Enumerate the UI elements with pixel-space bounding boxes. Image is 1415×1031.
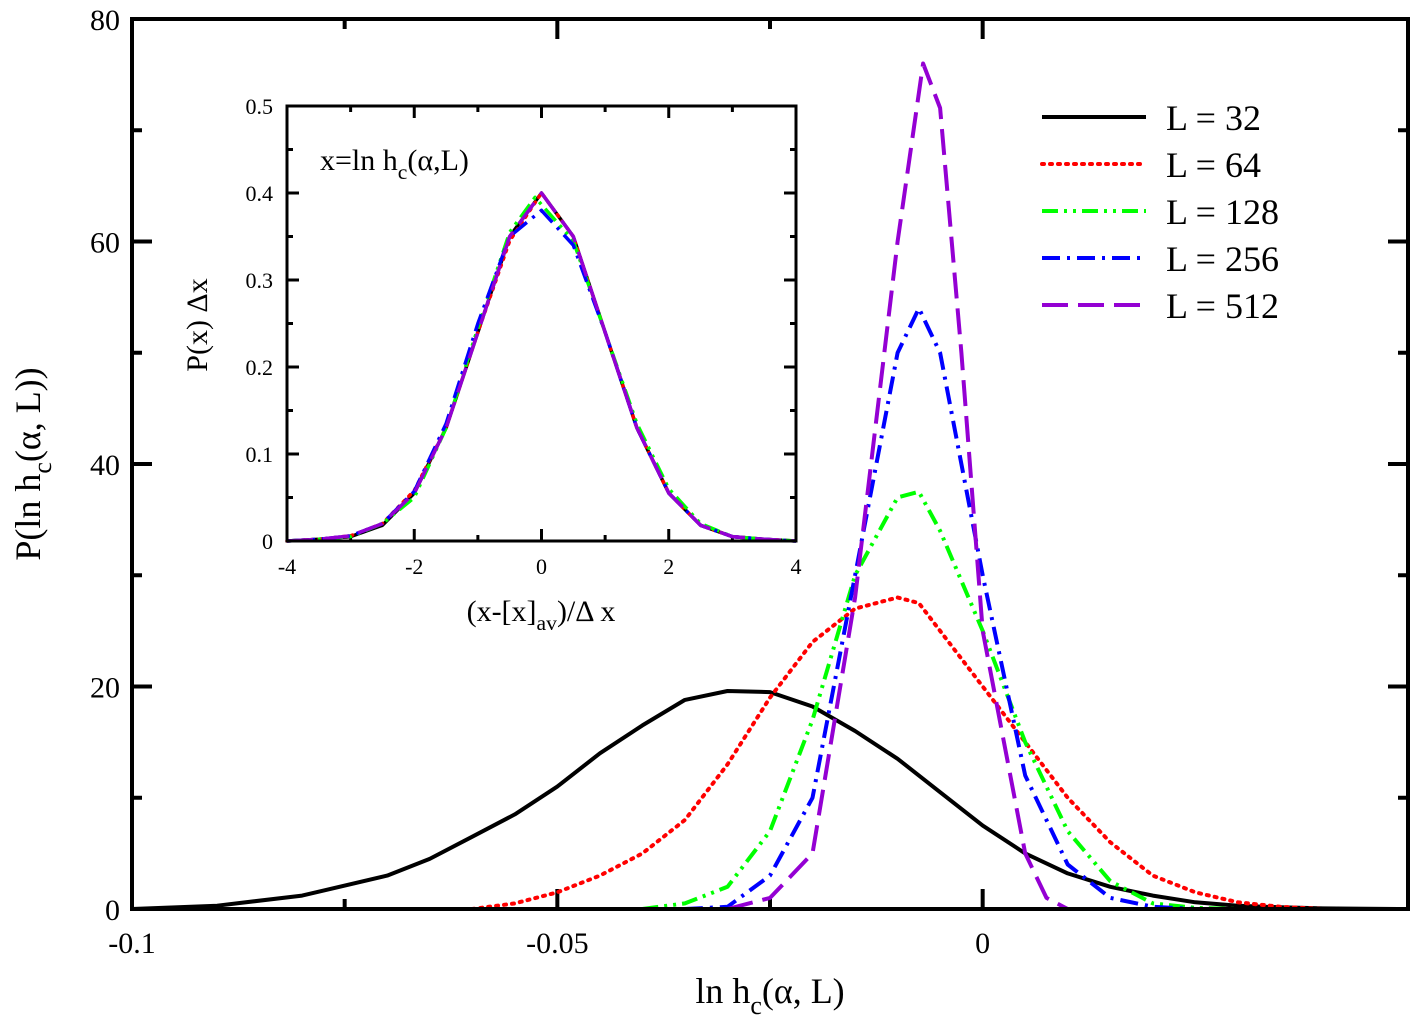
main-x-tick-label: 0 (975, 927, 990, 960)
inset-y-tick-label: 0.5 (246, 94, 274, 119)
legend-label-1: L = 64 (1166, 145, 1261, 185)
legend-label-0: L = 32 (1166, 98, 1261, 138)
inset-x-tick-label: 4 (791, 554, 802, 579)
legend: L = 32 L = 64 L = 128 L = 256 L = 512 (1040, 98, 1279, 326)
inset-frame (285, 104, 798, 543)
main-frame (130, 17, 1410, 911)
inset-y-axis-title: P(x) Δx (181, 278, 214, 371)
main-y-tick-label: 60 (90, 227, 120, 260)
inset-y-tick-label: 0.1 (246, 442, 274, 467)
inset-y-tick-label: 0.3 (246, 268, 274, 293)
main-y-tick-label: 20 (90, 672, 120, 705)
inset-series-line-4 (286, 191, 797, 543)
main-y-axis-title: P(ln hc(α, L)) (8, 367, 57, 560)
main-series-line-2 (642, 489, 1238, 911)
inset-y-tick-label: 0.2 (246, 355, 274, 380)
main-y-tick-label: 40 (90, 449, 120, 482)
inset-x-tick-label: 2 (663, 554, 674, 579)
legend-label-4: L = 512 (1166, 286, 1279, 326)
legend-label-3: L = 256 (1166, 239, 1279, 279)
main-x-tick-label: -0.05 (526, 927, 589, 960)
main-series-line-4 (726, 61, 1069, 911)
inset-x-tick-label: -2 (405, 554, 423, 579)
inset-x-tick-label: -4 (278, 554, 296, 579)
inset-x-tick-label: 0 (536, 554, 547, 579)
inset-x-axis-title: (x-[x]av)/Δ x (467, 595, 616, 635)
inset-background (287, 106, 796, 541)
inset-y-tick-label: 0.4 (246, 181, 274, 206)
main-series-line-0 (131, 689, 1409, 911)
inset-y-tick-label: 0 (262, 529, 273, 554)
main-series-line-3 (684, 306, 1196, 911)
legend-label-2: L = 128 (1166, 192, 1279, 232)
inset-plot: -4 -2 0 2 4 0 0.1 0.2 0.3 0.4 0.5 (x-[x]av)/Δ x P(x)… (181, 94, 802, 635)
main-x-axis-title: ln hc(α, L) (695, 971, 844, 1020)
main-y-tick-label: 0 (105, 894, 120, 927)
main-y-tick-label: 80 (90, 4, 120, 37)
main-series-line-1 (470, 595, 1325, 911)
inset-annotation: x=ln hc(α,L) (320, 144, 469, 184)
main-x-tick-label: -0.1 (108, 927, 156, 960)
